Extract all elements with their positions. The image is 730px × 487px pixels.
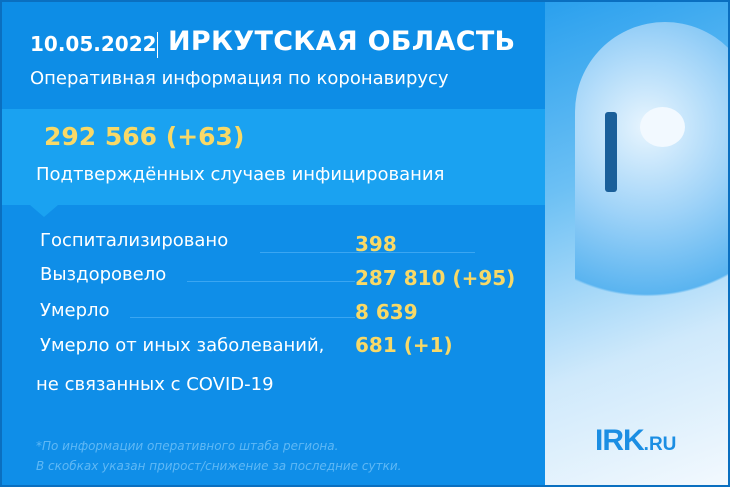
logo-main: IRK (595, 424, 645, 457)
confirmed-value: 292 566 (+63) (44, 122, 245, 151)
stat-label-other-deaths: Умерло от иных заболеваний, (40, 335, 325, 356)
footnote-brackets: В скобках указан прирост/снижение за пос… (36, 459, 402, 473)
stat-value-hospitalized: 398 (355, 232, 397, 256)
stat-label-deaths: Умерло (40, 300, 110, 321)
region-title: ИРКУТСКАЯ ОБЛАСТЬ (168, 26, 516, 57)
confirmed-label: Подтверждённых случаев инфицирования (36, 164, 445, 185)
medic-photo (575, 22, 728, 322)
leader-line (187, 281, 355, 282)
pointer-notch (30, 205, 58, 217)
irk-logo: IRK.RU (595, 424, 676, 458)
logo-suffix: .RU (643, 434, 677, 455)
report-date: 10.05.2022 (30, 32, 157, 56)
stat-value-recovered: 287 810 (+95) (355, 266, 516, 290)
title-divider (157, 32, 158, 58)
stat-value-other-deaths: 681 (+1) (355, 333, 453, 357)
respirator-mask (640, 107, 685, 147)
leader-line (130, 317, 355, 318)
leader-line (260, 252, 475, 253)
stat-label-other-deaths-cont: не связанных с COVID-19 (36, 374, 274, 395)
photo-panel: IRK.RU (545, 2, 728, 485)
confirmed-band (2, 109, 545, 205)
walkie-talkie (605, 112, 617, 192)
stat-label-recovered: Выздоровело (40, 264, 167, 285)
subtitle: Оперативная информация по коронавирусу (30, 68, 449, 89)
stats-band (2, 205, 545, 485)
stat-label-hospitalized: Госпитализировано (40, 230, 229, 251)
stat-value-deaths: 8 639 (355, 300, 418, 324)
footnote-source: *По информации оперативного штаба регион… (36, 439, 339, 453)
header-band (2, 2, 545, 109)
info-panel: 10.05.2022 ИРКУТСКАЯ ОБЛАСТЬ Оперативная… (2, 2, 545, 485)
